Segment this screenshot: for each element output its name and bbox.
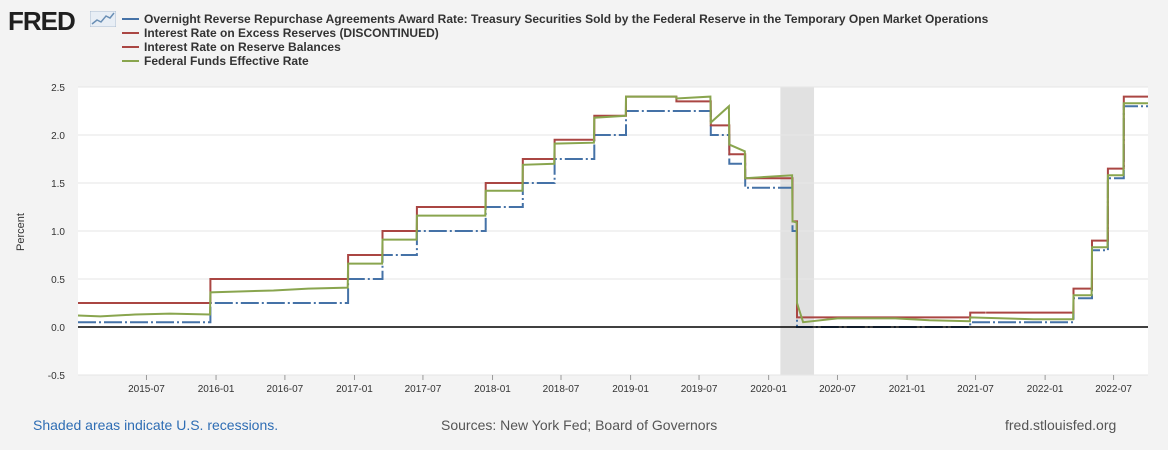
fred-logo[interactable]: FRED	[8, 6, 76, 36]
recession-note-link[interactable]: Shaded areas indicate U.S. recessions.	[33, 417, 279, 433]
x-tick-label: 2020-01	[750, 384, 787, 395]
y-tick-label: 0.5	[51, 275, 65, 286]
legend-item-iorb[interactable]: Interest Rate on Reserve Balances	[122, 40, 988, 54]
legend-label: Interest Rate on Excess Reserves (DISCON…	[144, 26, 439, 40]
legend-item-onrrp[interactable]: Overnight Reverse Repurchase Agreements …	[122, 12, 988, 26]
y-tick-label: -0.5	[48, 371, 66, 382]
x-tick-label: 2019-07	[681, 384, 718, 395]
site-link[interactable]: fred.stlouisfed.org	[1005, 417, 1117, 433]
legend-item-effr[interactable]: Federal Funds Effective Rate	[122, 54, 988, 68]
legend-label: Overnight Reverse Repurchase Agreements …	[144, 12, 989, 26]
x-tick-label: 2018-07	[543, 384, 580, 395]
sparkline-chart-icon	[90, 11, 116, 27]
y-tick-label: 2.0	[51, 131, 65, 142]
legend-swatch	[122, 32, 139, 34]
line-chart: -0.5 0.0 0.5 1.0 1.5 2.0 2.5 2015-07 2016-01 2016…	[15, 83, 1148, 395]
legend-swatch	[122, 60, 139, 62]
x-tick-label: 2019-01	[612, 384, 649, 395]
x-tick-label: 2017-07	[405, 384, 442, 395]
x-tick-label: 2022-01	[1027, 384, 1064, 395]
series-line-0	[78, 105, 1148, 328]
series-line-3	[77, 95, 1148, 324]
x-tick-label: 2017-01	[336, 384, 373, 395]
y-axis-label: Percent	[15, 213, 27, 251]
legend-swatch	[122, 18, 139, 20]
x-tick-label: 2016-07	[267, 384, 304, 395]
y-tick-label: 2.5	[51, 83, 65, 94]
x-tick-label: 2021-01	[889, 384, 926, 395]
legend-swatch	[122, 46, 139, 48]
y-tick-label: 1.0	[51, 227, 65, 238]
chart-legend: Overnight Reverse Repurchase Agreements …	[122, 12, 988, 68]
x-tick-label: 2016-01	[198, 384, 235, 395]
legend-label: Federal Funds Effective Rate	[144, 54, 309, 68]
y-tick-label: 0.0	[51, 323, 65, 334]
legend-label: Interest Rate on Reserve Balances	[144, 40, 341, 54]
x-tick-label: 2018-01	[474, 384, 511, 395]
x-tick-label: 2015-07	[128, 384, 165, 395]
y-tick-label: 1.5	[51, 179, 65, 190]
x-tick-label: 2022-07	[1095, 384, 1132, 395]
sources-text: Sources: New York Fed; Board of Governor…	[441, 417, 718, 433]
legend-item-ioer[interactable]: Interest Rate on Excess Reserves (DISCON…	[122, 26, 988, 40]
x-tick-label: 2020-07	[819, 384, 856, 395]
x-tick-label: 2021-07	[957, 384, 994, 395]
